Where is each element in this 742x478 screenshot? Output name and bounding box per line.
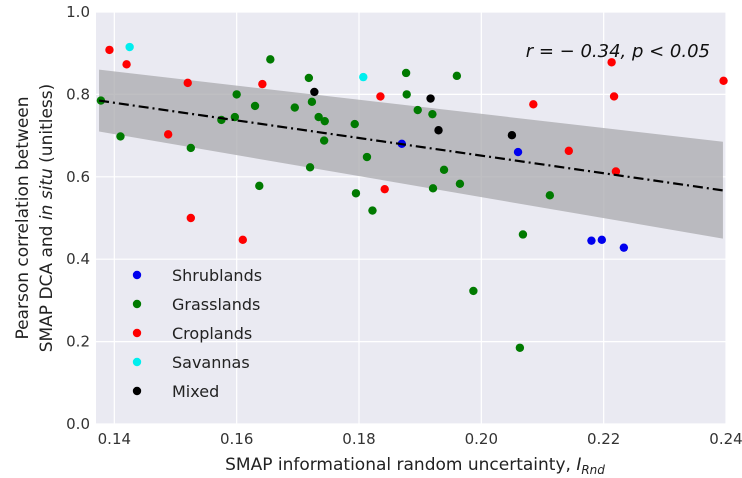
- y-tick-label-5: 1.0: [66, 3, 90, 21]
- legend: Shrublands Grasslands Croplands Savannas Mix…: [132, 266, 262, 401]
- y-tick-label-4: 0.8: [66, 85, 90, 103]
- x-tick-label-0: 0.14: [98, 430, 131, 448]
- point-savannas-1: [359, 72, 368, 82]
- point-grasslands-2: [186, 143, 196, 153]
- legend-marker-grasslands: [132, 299, 142, 309]
- point-croplands-4: [186, 213, 196, 223]
- point-grasslands-1: [116, 132, 125, 141]
- y-axis-label: Pearson correlation between SMAP DCA and…: [13, 84, 57, 353]
- correlation-annotation: r = − 0.34, p < 0.05: [526, 41, 710, 62]
- legend-marker-mixed: [132, 386, 142, 396]
- point-grasslands-27: [455, 179, 465, 189]
- point-shrublands-4: [619, 243, 629, 252]
- point-croplands-6: [258, 79, 267, 89]
- point-grasslands-9: [290, 103, 299, 112]
- point-grasslands-5: [232, 90, 241, 99]
- x-tick-label-5: 0.24: [709, 430, 742, 448]
- point-croplands-1: [122, 60, 131, 69]
- point-shrublands-3: [597, 235, 607, 245]
- point-grasslands-8: [266, 55, 275, 64]
- y-tick-label-3: 0.6: [66, 168, 90, 186]
- x-tick-label-3: 0.20: [465, 430, 498, 448]
- y-axis-label-line2: SMAP DCA and in situ (unitless): [37, 84, 57, 353]
- legend-label-mixed: Mixed: [172, 382, 219, 401]
- regression-line: [98, 99, 724, 192]
- y-tick-labels: 0.0 0.2 0.4 0.6 0.8 1.0: [66, 3, 90, 433]
- legend-label-shrublands: Shrublands: [172, 266, 262, 285]
- point-shrublands-2: [587, 236, 596, 245]
- point-grasslands-25: [439, 165, 449, 174]
- point-croplands-0: [105, 45, 114, 55]
- x-tick-label-2: 0.18: [342, 430, 375, 448]
- point-grasslands-11: [305, 163, 315, 172]
- legend-marker-shrublands: [132, 270, 142, 280]
- legend-label-savannas: Savannas: [172, 353, 250, 372]
- point-grasslands-16: [350, 119, 359, 129]
- point-grasslands-22: [413, 105, 422, 115]
- point-grasslands-6: [250, 101, 260, 111]
- point-croplands-11: [607, 58, 616, 67]
- data-points: [96, 42, 728, 352]
- point-grasslands-10: [304, 73, 314, 83]
- legend-marker-croplands: [132, 328, 142, 338]
- legend-marker-savannas: [132, 357, 142, 367]
- point-grasslands-14: [319, 136, 329, 145]
- point-croplands-14: [719, 76, 728, 86]
- point-grasslands-30: [518, 230, 528, 239]
- point-croplands-3: [183, 78, 192, 88]
- point-grasslands-29: [515, 343, 525, 352]
- point-croplands-10: [564, 146, 574, 156]
- point-grasslands-28: [469, 286, 478, 296]
- point-grasslands-26: [452, 71, 462, 81]
- point-grasslands-23: [428, 109, 437, 119]
- point-croplands-12: [609, 92, 619, 101]
- point-grasslands-15: [320, 116, 329, 126]
- x-axis-label: SMAP informational random uncertainty, I…: [225, 455, 605, 477]
- legend-label-croplands: Croplands: [172, 324, 252, 343]
- point-mixed-3: [507, 130, 517, 140]
- point-grasslands-17: [351, 189, 361, 198]
- point-croplands-13: [611, 167, 621, 176]
- point-grasslands-24: [428, 184, 438, 193]
- point-croplands-7: [376, 92, 385, 101]
- y-axis-label-line1: Pearson correlation between: [13, 96, 33, 339]
- point-grasslands-31: [545, 191, 555, 200]
- confidence-band: [99, 69, 723, 239]
- point-croplands-9: [529, 100, 538, 109]
- point-shrublands-1: [513, 147, 523, 157]
- point-grasslands-20: [401, 68, 411, 78]
- point-grasslands-13: [314, 112, 323, 122]
- point-croplands-5: [238, 235, 247, 245]
- legend-label-grasslands: Grasslands: [172, 295, 260, 314]
- x-tick-label-4: 0.22: [587, 430, 620, 448]
- point-croplands-8: [380, 184, 389, 194]
- x-tick-labels: 0.14 0.16 0.18 0.20 0.22 0.24: [98, 430, 742, 448]
- point-mixed-2: [434, 126, 443, 135]
- point-grasslands-7: [255, 181, 264, 191]
- point-mixed-0: [310, 87, 319, 97]
- point-grasslands-12: [307, 97, 317, 107]
- point-grasslands-18: [362, 152, 372, 162]
- y-tick-label-1: 0.2: [66, 333, 90, 351]
- point-savannas-0: [125, 42, 134, 52]
- point-mixed-1: [426, 94, 435, 103]
- x-tick-label-1: 0.16: [220, 430, 253, 448]
- point-grasslands-19: [368, 206, 377, 215]
- point-croplands-2: [163, 130, 173, 139]
- y-tick-label-2: 0.4: [66, 250, 90, 268]
- point-grasslands-21: [402, 90, 411, 99]
- y-tick-label-0: 0.0: [66, 415, 90, 433]
